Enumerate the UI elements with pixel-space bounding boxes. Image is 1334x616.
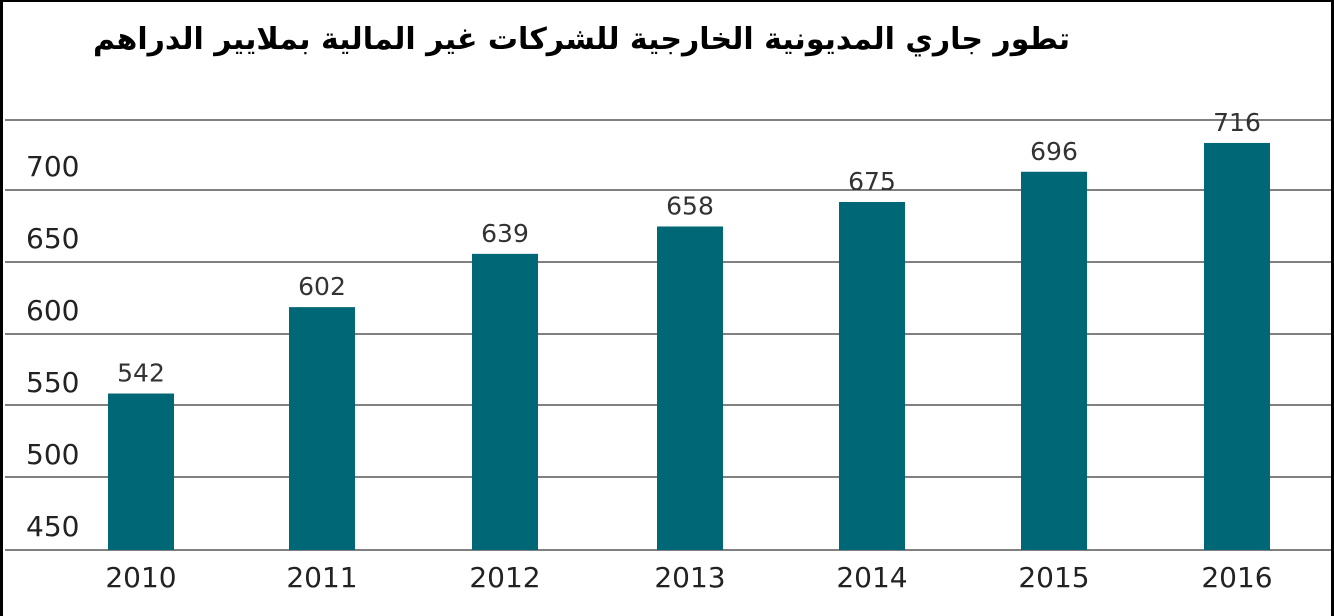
- y-tick-label: 550: [26, 366, 79, 399]
- data-label-2011: 602: [298, 272, 346, 301]
- y-tick-label: 450: [26, 510, 79, 543]
- x-tick-label: 2011: [286, 561, 357, 594]
- bar-2010: [108, 393, 174, 550]
- bar-2013: [657, 226, 723, 551]
- x-tick-label: 2012: [469, 561, 540, 594]
- bar-2014: [839, 202, 905, 550]
- x-tick-label: 2013: [654, 561, 725, 594]
- bar-2012: [472, 253, 538, 550]
- chart-title: تطور جاري المديونية الخارجية للشركات غير…: [93, 22, 1070, 57]
- y-tick-label: 500: [26, 438, 79, 471]
- x-axis-ticks: 2010 2011 2012 2013 2014 2015 2016: [105, 561, 1272, 594]
- bars: [108, 142, 1270, 551]
- data-labels: 542 602 639 658 675 696 716: [117, 108, 1261, 388]
- y-tick-label: 650: [26, 222, 79, 255]
- data-label-2012: 639: [481, 219, 529, 248]
- bar-2015: [1021, 171, 1087, 550]
- data-label-2015: 696: [1030, 137, 1078, 166]
- bar-2016: [1204, 142, 1270, 550]
- data-label-2016: 716: [1213, 108, 1261, 137]
- x-tick-label: 2015: [1018, 561, 1089, 594]
- data-label-2014: 675: [848, 167, 896, 196]
- y-tick-label: 700: [26, 150, 79, 183]
- y-axis-ticks: 450 500 550 600 650 700: [26, 150, 79, 543]
- y-tick-label: 600: [26, 294, 79, 327]
- bar-2011: [289, 307, 355, 550]
- data-label-2013: 658: [666, 191, 714, 220]
- x-tick-label: 2016: [1201, 561, 1272, 594]
- x-tick-label: 2010: [105, 561, 176, 594]
- x-tick-label: 2014: [836, 561, 907, 594]
- data-label-2010: 542: [117, 359, 165, 388]
